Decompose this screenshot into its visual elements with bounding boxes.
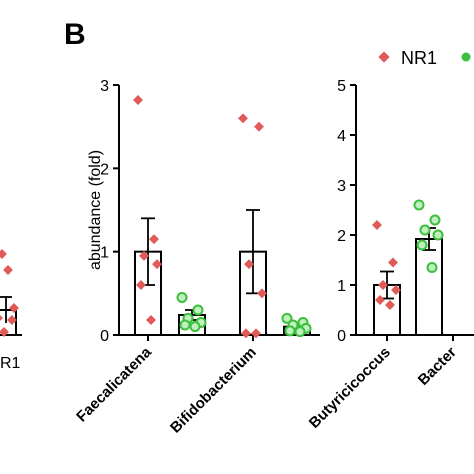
- data-point-nr1: [241, 328, 251, 339]
- data-point-nr1: [139, 250, 149, 261]
- y-tick-label: 4: [337, 128, 346, 145]
- y-tick-label: 2: [337, 228, 346, 245]
- data-point-nr1: [238, 113, 248, 124]
- x-tick-label: Bacter: [415, 344, 460, 389]
- y-tick-label: 1: [337, 278, 346, 295]
- data-point-nr1: [378, 280, 388, 290]
- y-tick-label: 5: [337, 78, 346, 95]
- bar: [415, 238, 443, 336]
- y-tick-label: 0: [337, 328, 346, 345]
- data-point-second: [284, 325, 296, 337]
- panel-label: B: [64, 18, 86, 51]
- data-point-nr1: [391, 285, 401, 295]
- data-point-nr1: [149, 234, 159, 245]
- y-tick-label: 3: [100, 78, 109, 95]
- data-point-nr1: [251, 328, 261, 339]
- data-point-nr1: [136, 280, 146, 290]
- y-tick-label: 3: [337, 178, 346, 195]
- data-point-second: [432, 229, 444, 241]
- chart-2: 0 1 2 3 4 5 Butyricicoccus Bacter: [306, 78, 474, 432]
- x-tick-label: R1: [0, 355, 21, 372]
- x-tick-label: Butyricicoccus: [306, 344, 394, 432]
- data-point-nr1: [0, 249, 7, 259]
- data-point-second: [429, 214, 441, 226]
- data-point-nr1: [372, 220, 382, 230]
- data-point-nr1: [375, 295, 385, 305]
- y-tick-label: 0: [100, 328, 109, 345]
- legend-marker-second: [461, 52, 471, 62]
- y-axis-label: abundance (fold): [87, 150, 104, 270]
- legend: NR1: [378, 48, 471, 68]
- data-point-nr1: [146, 315, 156, 325]
- y-tick-label: 2: [100, 161, 109, 178]
- legend-label-nr1: NR1: [401, 48, 437, 68]
- data-point-second: [294, 326, 306, 338]
- data-point-nr1: [257, 288, 267, 299]
- data-point-second: [192, 304, 204, 316]
- data-point-second: [419, 224, 431, 236]
- data-point-nr1: [3, 265, 13, 275]
- y-tick-label: 1: [100, 245, 109, 262]
- data-point-nr1: [133, 95, 143, 105]
- data-point-second: [413, 199, 425, 211]
- legend-marker-nr1: [378, 51, 390, 63]
- x-tick-label: Bifidobacterium: [167, 344, 260, 437]
- x-tick-label: Faecalicatena: [73, 343, 155, 425]
- chart-1: 0 1 2 3 Faecalicatena Bifidobacterium: [73, 78, 320, 437]
- data-point-nr1: [385, 300, 395, 310]
- data-point-second: [426, 262, 438, 273]
- data-point-second: [176, 292, 188, 303]
- data-point-nr1: [244, 259, 254, 270]
- data-point-second: [281, 312, 293, 324]
- data-point-nr1: [388, 257, 398, 268]
- data-point-second: [179, 319, 191, 331]
- data-point-nr1: [152, 259, 162, 270]
- data-point-nr1: [254, 121, 264, 132]
- left-chart-fragment: R1: [0, 249, 22, 372]
- data-point-second: [189, 321, 201, 333]
- data-point-second: [416, 239, 428, 251]
